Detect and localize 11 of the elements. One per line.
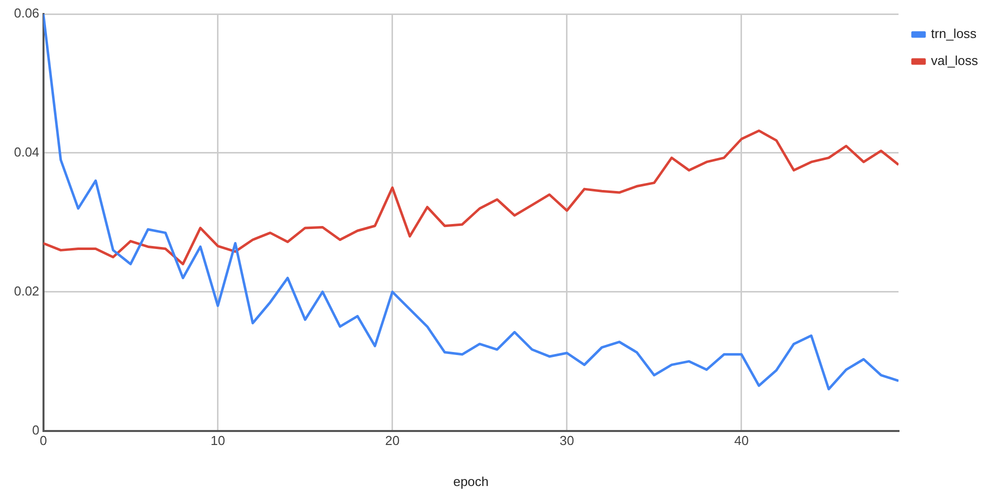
x-axis-title: epoch xyxy=(453,474,489,489)
y-tick-label: 0.04 xyxy=(14,144,40,160)
x-tick-label: 10 xyxy=(210,433,226,448)
y-tick-label: 0.02 xyxy=(14,283,40,298)
legend-label: trn_loss xyxy=(931,26,978,42)
legend-label: val_loss xyxy=(931,53,978,68)
y-tick-label: 0.06 xyxy=(14,6,40,21)
x-tick-label: 40 xyxy=(734,433,749,448)
x-tick-label: 20 xyxy=(385,433,400,448)
y-tick-label: 0 xyxy=(32,422,40,438)
x-tick-label: 30 xyxy=(560,433,574,448)
